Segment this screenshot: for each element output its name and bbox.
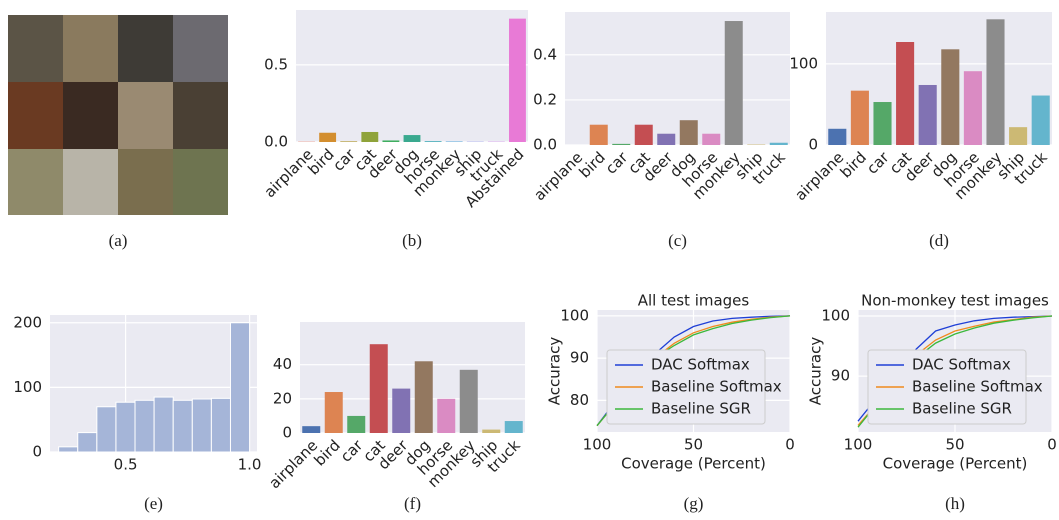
bar bbox=[680, 120, 698, 145]
legend-label: DAC Softmax bbox=[651, 356, 750, 374]
x-tick-label: 0 bbox=[1047, 436, 1057, 454]
bar bbox=[702, 134, 720, 145]
chart-title: All test images bbox=[638, 292, 750, 310]
y-tick-label: 200 bbox=[13, 313, 42, 331]
legend-label: Baseline SGR bbox=[912, 400, 1012, 418]
bar bbox=[404, 135, 421, 142]
bar bbox=[437, 399, 455, 433]
bar bbox=[873, 102, 891, 145]
x-tick-label: 1.0 bbox=[238, 456, 262, 474]
bar bbox=[392, 389, 410, 433]
bar bbox=[828, 129, 846, 145]
caption: (a) bbox=[109, 231, 128, 250]
y-tick-label: 0 bbox=[808, 136, 818, 154]
y-tick-label: 100 bbox=[821, 307, 850, 325]
bar bbox=[635, 125, 653, 145]
y-tick-label: 0 bbox=[32, 443, 42, 461]
bar bbox=[425, 141, 442, 142]
bar bbox=[770, 143, 788, 145]
x-tick-label: airplane bbox=[530, 148, 586, 204]
plot-background bbox=[296, 10, 528, 142]
histogram-bar bbox=[192, 399, 211, 452]
caption: (g) bbox=[684, 494, 704, 513]
bar bbox=[347, 416, 365, 433]
y-tick-label: 20 bbox=[273, 389, 292, 407]
x-tick-label: 100 bbox=[583, 436, 612, 454]
bar bbox=[919, 85, 937, 145]
legend-label: Baseline Softmax bbox=[651, 378, 782, 396]
y-tick-label: 100 bbox=[789, 54, 818, 72]
bar bbox=[612, 144, 630, 145]
bar bbox=[302, 426, 320, 433]
y-tick-label: 90 bbox=[831, 367, 850, 385]
bar bbox=[657, 134, 675, 145]
bar bbox=[319, 133, 336, 142]
y-tick-label: 90 bbox=[570, 349, 589, 367]
image-grid bbox=[8, 15, 228, 215]
x-axis-label: Coverage (Percent) bbox=[621, 455, 766, 473]
y-tick-label: 0.5 bbox=[264, 55, 288, 73]
x-tick-label: airplane bbox=[261, 145, 317, 201]
bar bbox=[1032, 96, 1050, 145]
x-tick-label: 0.5 bbox=[114, 456, 138, 474]
caption: (f) bbox=[404, 494, 421, 513]
x-tick-label: 50 bbox=[945, 436, 964, 454]
histogram-bar bbox=[154, 397, 173, 452]
histogram-bar bbox=[116, 402, 135, 452]
legend-label: Baseline SGR bbox=[651, 400, 751, 418]
x-tick-label: 100 bbox=[844, 436, 873, 454]
y-axis-label: Accuracy bbox=[807, 337, 825, 406]
y-tick-label: 0.4 bbox=[533, 45, 557, 63]
histogram-bar bbox=[135, 400, 154, 452]
bar bbox=[941, 49, 959, 145]
x-tick-label: 50 bbox=[684, 436, 703, 454]
y-tick-label: 40 bbox=[273, 355, 292, 373]
bar bbox=[964, 71, 982, 145]
histogram-bar bbox=[78, 433, 97, 452]
y-tick-label: 0.0 bbox=[533, 136, 557, 154]
bar bbox=[370, 344, 388, 433]
bar bbox=[415, 361, 433, 433]
bar bbox=[325, 392, 343, 433]
caption: (c) bbox=[668, 231, 687, 250]
y-tick-label: 0 bbox=[282, 424, 292, 442]
bar bbox=[361, 132, 378, 142]
figure: (a)(b)0.00.5airplanebirdcarcatdeerdoghor… bbox=[0, 0, 1059, 520]
histogram-bar bbox=[97, 407, 116, 452]
bar bbox=[986, 19, 1004, 145]
x-axis-label: Coverage (Percent) bbox=[883, 455, 1028, 473]
bar bbox=[590, 125, 608, 145]
y-tick-label: 100 bbox=[13, 378, 42, 396]
y-tick-label: 0.2 bbox=[533, 90, 557, 108]
legend-label: Baseline Softmax bbox=[912, 378, 1043, 396]
bar bbox=[505, 421, 523, 433]
x-tick-label: 0 bbox=[785, 436, 795, 454]
bar bbox=[851, 91, 869, 145]
y-axis-label: Accuracy bbox=[546, 337, 564, 406]
bar bbox=[340, 141, 357, 142]
caption: (h) bbox=[945, 494, 965, 513]
bar bbox=[896, 42, 914, 145]
bar bbox=[509, 19, 526, 142]
x-tick-label: airplane bbox=[265, 436, 321, 492]
caption: (e) bbox=[144, 494, 163, 513]
caption: (b) bbox=[402, 231, 422, 250]
bar bbox=[482, 430, 500, 433]
y-tick-label: 80 bbox=[570, 391, 589, 409]
histogram-bar bbox=[230, 323, 249, 452]
bar bbox=[382, 140, 399, 142]
histogram-bar bbox=[59, 447, 78, 452]
x-tick-label: airplane bbox=[791, 148, 847, 204]
bar bbox=[725, 21, 743, 145]
bar bbox=[460, 370, 478, 433]
chart-title: Non-monkey test images bbox=[861, 292, 1049, 310]
histogram-bar bbox=[173, 400, 192, 452]
legend-label: DAC Softmax bbox=[912, 356, 1011, 374]
caption: (d) bbox=[929, 231, 949, 250]
bar bbox=[1009, 127, 1027, 145]
histogram-bar bbox=[211, 398, 230, 452]
y-tick-label: 100 bbox=[560, 306, 589, 324]
y-tick-label: 0.0 bbox=[264, 133, 288, 151]
